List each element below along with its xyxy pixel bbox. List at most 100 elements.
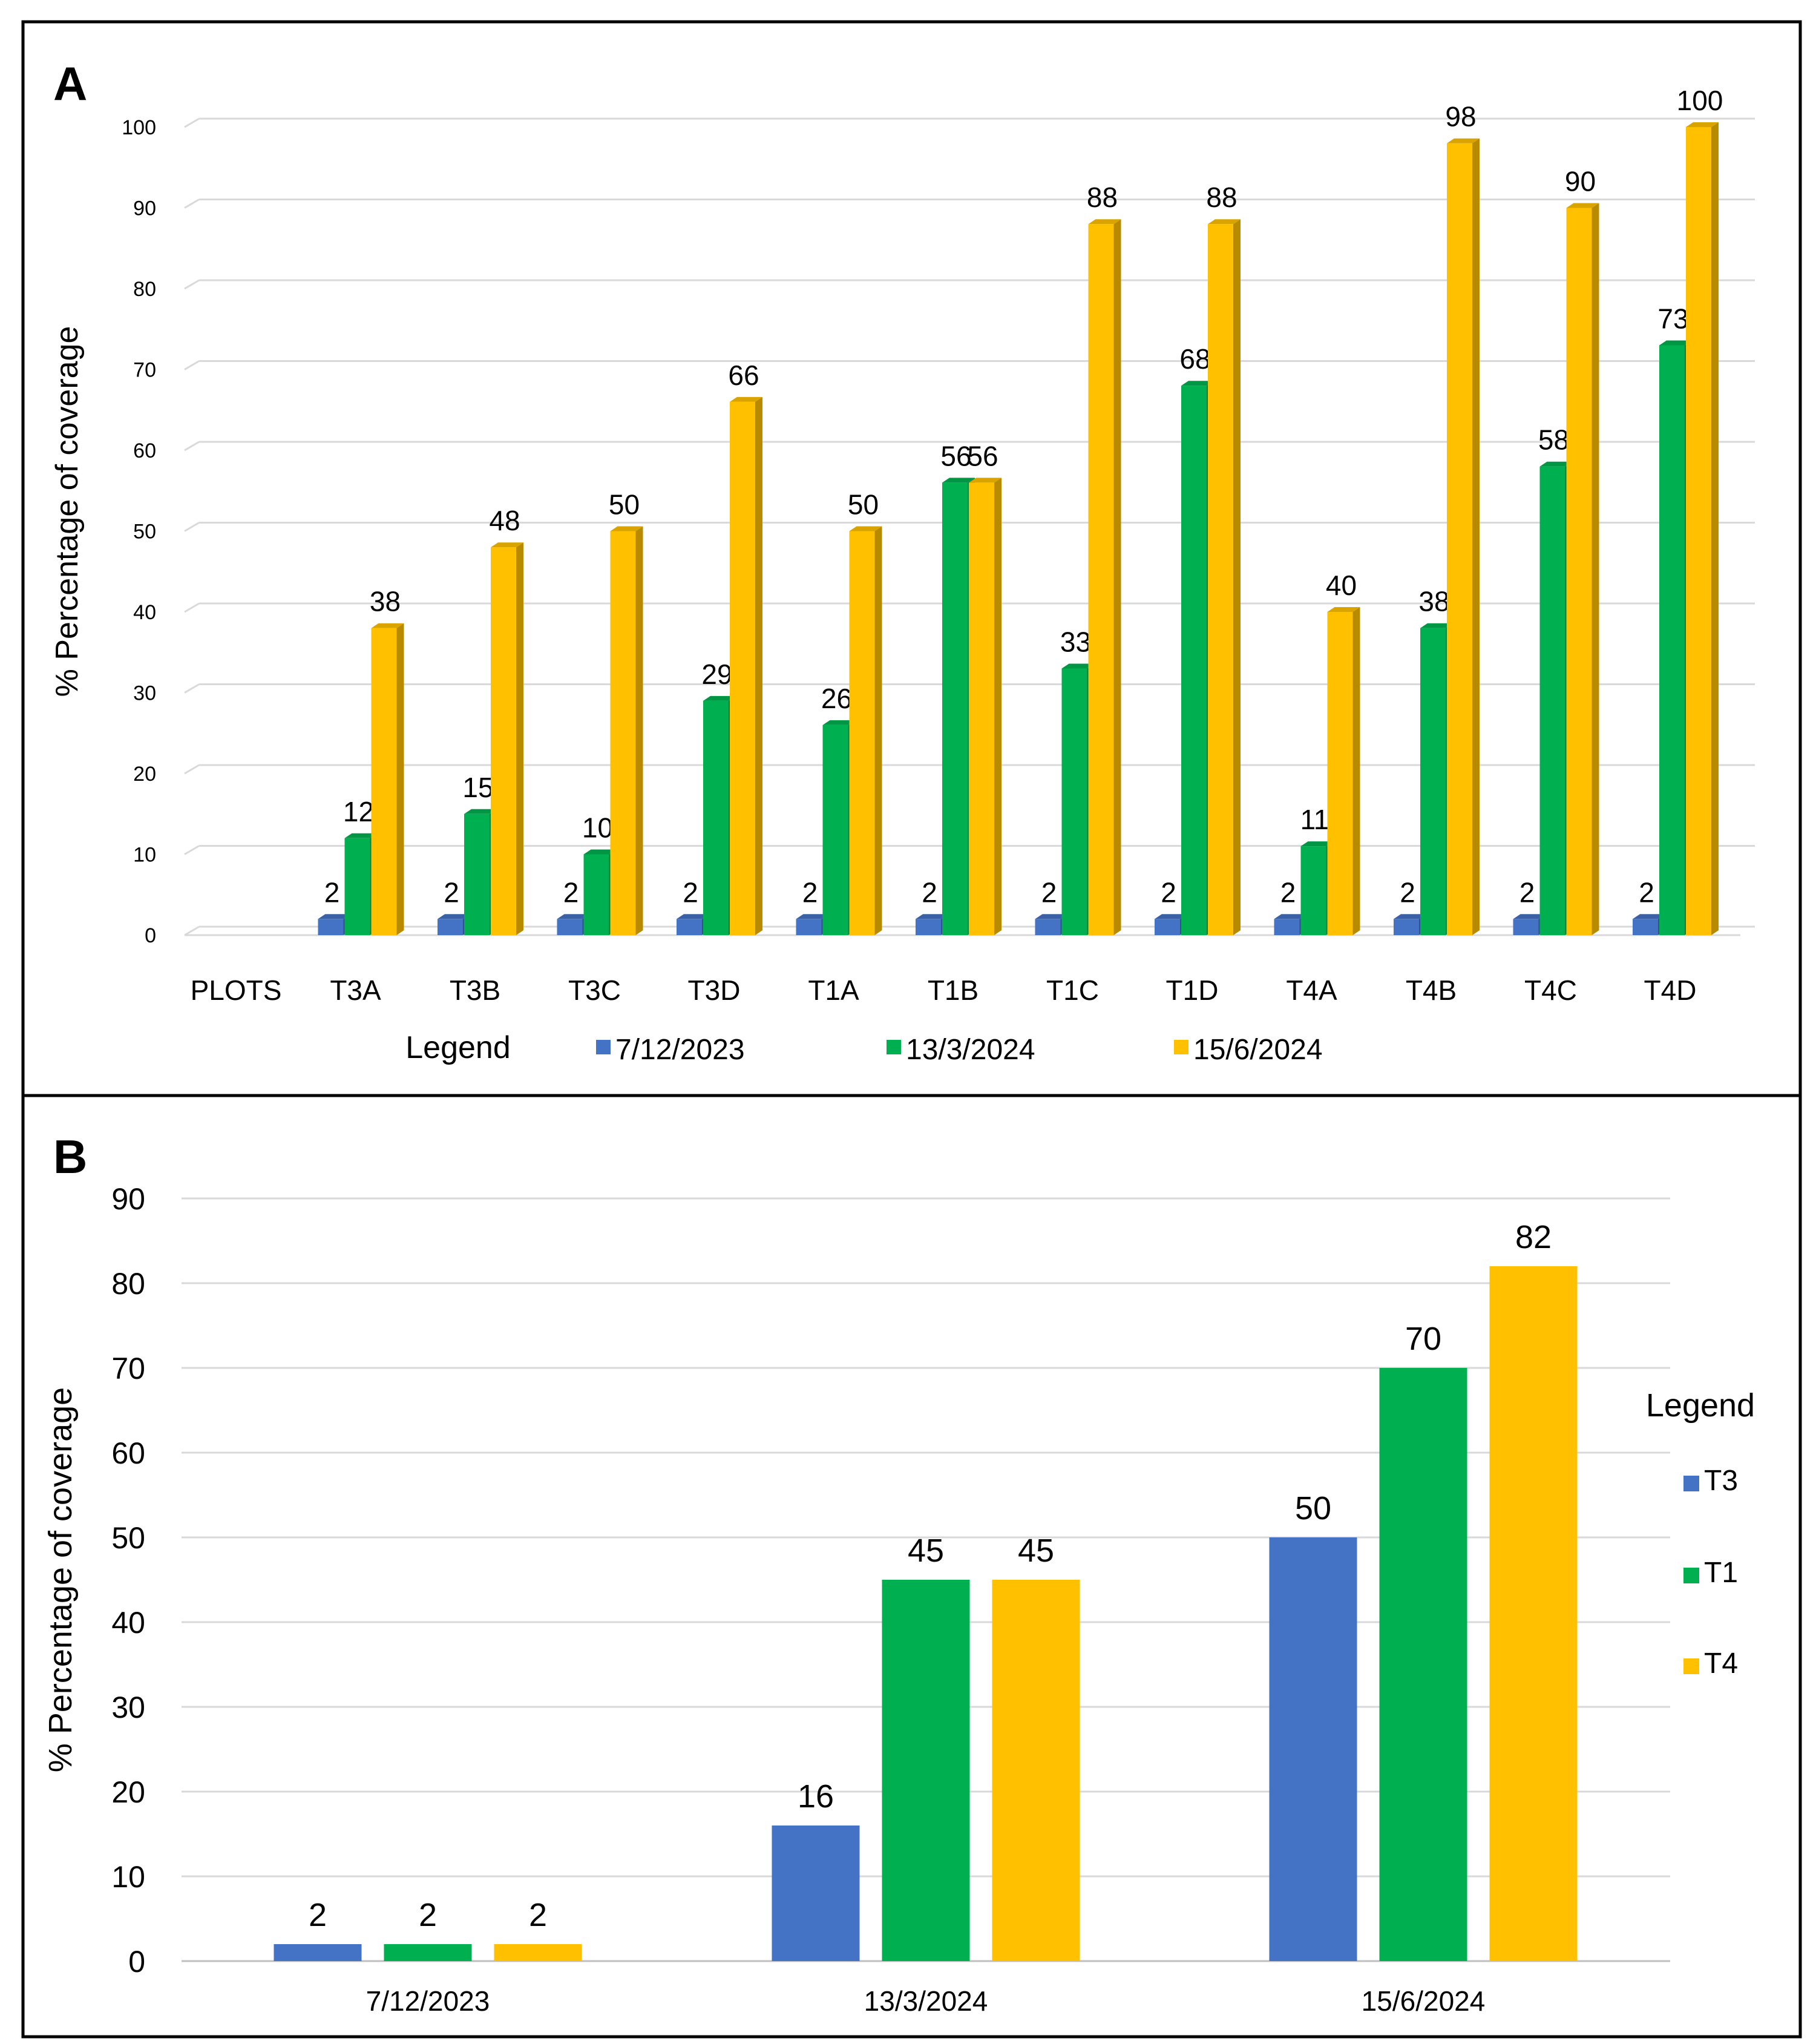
legend-swatch: [1683, 1476, 1699, 1491]
legend-swatch: [1174, 1040, 1188, 1054]
data-label: 11: [1300, 804, 1329, 835]
gridline-side: [184, 117, 200, 128]
bar-top: [1088, 219, 1121, 225]
y-tick-label: 40: [133, 601, 156, 624]
bar: [494, 1944, 582, 1961]
bar: [344, 838, 370, 935]
bar-side: [1591, 203, 1599, 935]
gridline-side: [184, 279, 200, 290]
data-label: 38: [1418, 586, 1449, 617]
bar-top: [1420, 623, 1453, 628]
data-label: 88: [1206, 182, 1237, 213]
bar-top: [371, 623, 404, 628]
data-label: 12: [343, 796, 374, 827]
data-label: 2: [1639, 876, 1654, 908]
data-label: 98: [1445, 101, 1476, 133]
gridline-side: [184, 360, 200, 370]
x-tick-label: T4D: [1644, 974, 1697, 1006]
x-tick-label: T3B: [450, 974, 500, 1006]
gridline-side: [184, 925, 200, 936]
data-label: 2: [563, 876, 579, 908]
y-tick-label: 70: [111, 1352, 145, 1385]
bar-top: [1633, 914, 1665, 919]
bar-side: [1233, 219, 1241, 936]
gridline-side: [184, 845, 200, 855]
data-label: 68: [1179, 343, 1210, 375]
bar: [1447, 143, 1472, 936]
panel-a-frame: [21, 20, 1802, 1097]
bar-top: [969, 478, 1001, 483]
data-label: 2: [802, 876, 818, 908]
bar: [1088, 224, 1114, 936]
bar-top: [610, 526, 643, 531]
data-label: 56: [967, 440, 998, 472]
bar: [969, 482, 994, 935]
y-tick-label: 60: [111, 1436, 145, 1470]
bar: [1274, 919, 1300, 935]
gridline-side: [184, 602, 200, 613]
y-tick-label: 0: [128, 1945, 145, 1979]
bar: [772, 1825, 860, 1961]
bar-side: [1352, 607, 1360, 935]
y-tick-label: 90: [111, 1182, 145, 1216]
bar: [1379, 1368, 1467, 1961]
bar: [1513, 919, 1539, 935]
legend-label: T4: [1704, 1648, 1738, 1680]
bar-top: [557, 914, 590, 919]
bar-top: [438, 914, 470, 919]
gridline-side: [184, 441, 200, 452]
bar: [1539, 466, 1565, 935]
legend-label: T1: [1704, 1557, 1738, 1589]
legend-label: 13/3/2024: [906, 1034, 1035, 1066]
bar: [1420, 628, 1446, 935]
data-label: 48: [489, 505, 520, 536]
bar: [822, 725, 848, 935]
x-tick-label: T1B: [928, 974, 978, 1006]
bar: [274, 1944, 362, 1961]
bar: [438, 919, 463, 935]
y-tick-label: 50: [111, 1521, 145, 1555]
bar: [1269, 1537, 1357, 1961]
gridline-side: [184, 764, 200, 775]
data-label: 2: [324, 876, 340, 908]
bar: [1035, 919, 1061, 935]
bar-top: [1208, 219, 1241, 225]
bar: [583, 854, 609, 935]
bar-top: [1566, 203, 1599, 208]
gridline-side: [184, 199, 200, 209]
bar: [1155, 919, 1180, 935]
bar: [1633, 919, 1658, 935]
bar-top: [1035, 914, 1068, 919]
legend-label: T3: [1704, 1465, 1738, 1497]
data-label: 50: [1295, 1490, 1331, 1526]
bar: [464, 813, 490, 935]
data-label: 2: [419, 1897, 437, 1933]
legend-label: 15/6/2024: [1193, 1034, 1323, 1066]
data-label: 15: [462, 772, 493, 803]
bar: [318, 919, 344, 935]
bar: [371, 628, 397, 935]
panel-b-letter: B: [53, 1130, 87, 1183]
bar: [942, 482, 968, 935]
data-label: 66: [728, 360, 759, 391]
bar-top: [796, 914, 829, 919]
bar-side: [1472, 138, 1480, 936]
y-tick-label: 30: [111, 1691, 145, 1724]
bar-side: [1711, 122, 1719, 935]
bar-top: [1394, 914, 1426, 919]
bar-top: [464, 809, 497, 814]
y-tick-label: 10: [133, 844, 156, 867]
x-tick-label: T4C: [1524, 974, 1577, 1006]
bar-top: [583, 849, 617, 855]
bar: [703, 700, 729, 935]
data-label: 50: [848, 489, 879, 521]
y-tick-label: 0: [145, 924, 156, 947]
bar-top: [1513, 914, 1546, 919]
bar: [916, 919, 941, 935]
legend-swatch: [596, 1040, 611, 1054]
x-tick-label: T1D: [1166, 974, 1219, 1006]
legend-title: Legend: [405, 1030, 511, 1065]
data-label: 100: [1677, 85, 1723, 116]
bar: [384, 1944, 472, 1961]
bar-top: [318, 914, 351, 919]
